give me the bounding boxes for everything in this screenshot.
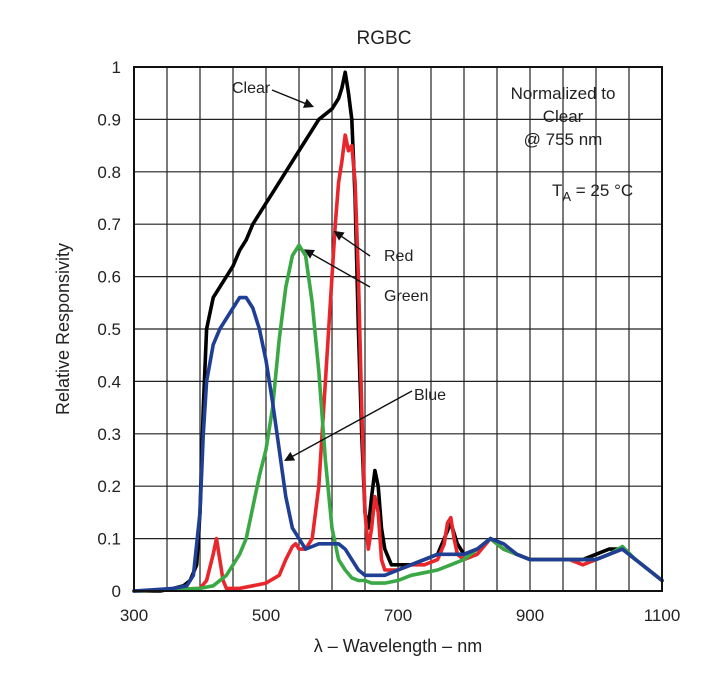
y-tick-label: 0.5 [97, 320, 121, 339]
grid [134, 67, 662, 591]
note-line-1: Normalized to [511, 84, 616, 103]
series-layer [132, 70, 664, 593]
y-tick-label: 0.7 [97, 215, 121, 234]
annotation-clear: Clear [232, 80, 271, 97]
chart-title: RGBC [357, 28, 412, 49]
x-tick-label: 300 [120, 606, 148, 625]
y-tick-label: 0.9 [97, 110, 121, 129]
annotation-arrow-clear [271, 89, 315, 108]
tick-labels: 300 500 700 900 1100 0 0.1 0.2 0.3 0.4 0.5 0.6 0.7 0.… [97, 58, 680, 625]
annotation-green: Green [384, 288, 428, 305]
y-tick-label: 0.1 [97, 530, 121, 549]
annotation-arrow-red [333, 230, 371, 257]
temperature-note: TA = 25 °C [552, 181, 633, 204]
temp-rest: = 25 °C [571, 181, 633, 200]
note-line-3: @ 755 nm [524, 130, 603, 149]
x-axis-label: λ – Wavelength – nm [314, 636, 482, 656]
y-tick-label: 0.2 [97, 477, 121, 496]
annotation-red: Red [384, 248, 413, 265]
y-tick-label: 0.8 [97, 163, 121, 182]
note-line-2: Clear [543, 107, 584, 126]
y-tick-label: 0.6 [97, 268, 121, 287]
y-axis-label: Relative Responsivity [53, 243, 73, 415]
x-tick-label: 1100 [644, 606, 681, 625]
y-tick-label: 0.4 [97, 372, 121, 391]
annotation-blue: Blue [414, 387, 446, 404]
annotation-arrow-blue [284, 390, 413, 461]
x-tick-label: 700 [384, 606, 412, 625]
y-tick-label: 0 [112, 582, 121, 601]
annotation-arrow-green [303, 249, 371, 288]
normalization-note: Normalized to Clear @ 755 nm TA = 25 °C [511, 84, 634, 204]
temp-prefix: T [552, 181, 562, 200]
annotations: Clear Red Green Blue [232, 80, 446, 461]
y-tick-label: 1 [112, 58, 121, 77]
y-tick-label: 0.3 [97, 425, 121, 444]
temp-subscript: A [562, 189, 571, 204]
series-blue-line [132, 295, 664, 593]
x-tick-label: 900 [516, 606, 544, 625]
x-tick-label: 500 [252, 606, 280, 625]
plot-frame [133, 66, 663, 592]
